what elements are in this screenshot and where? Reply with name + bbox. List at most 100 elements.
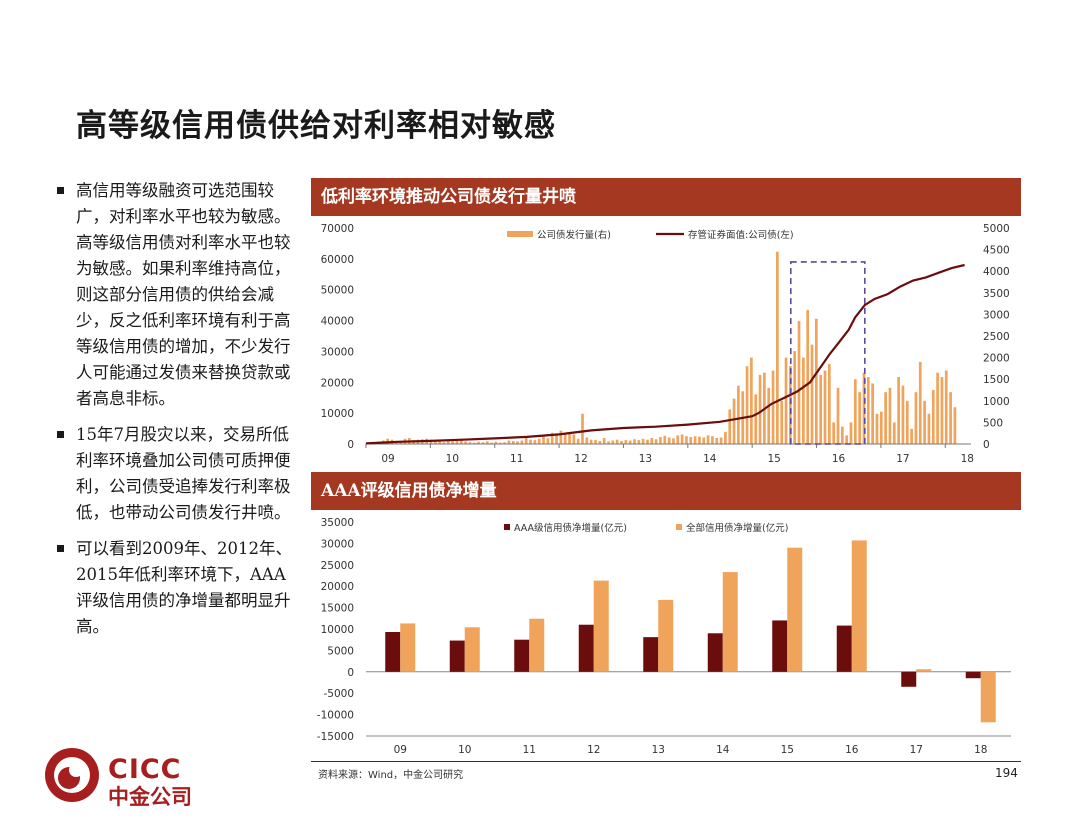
chart1-issuance-bar	[667, 437, 671, 444]
chart1-issuance-bar	[784, 357, 788, 444]
chart1-left-tick-label: 70000	[321, 223, 354, 235]
chart2-y-tick-label: 25000	[321, 560, 354, 572]
chart1-issuance-bar	[494, 441, 498, 444]
source-note: 资料来源：Wind，中金公司研究	[318, 770, 464, 781]
footer-divider	[311, 761, 1021, 762]
chart1-issuance-bar	[715, 437, 719, 444]
chart2-legend-swatch-all	[676, 524, 682, 530]
chart1-issuance-bar	[905, 400, 909, 444]
chart1-issuance-bar	[490, 442, 493, 444]
chart2-y-tick-label: -15000	[317, 731, 354, 743]
chart2-x-tick-label: 16	[845, 744, 859, 756]
chart1-issuance-bar	[793, 351, 797, 444]
chart1-issuance-bar	[771, 370, 775, 444]
chart1-issuance-bar	[485, 441, 489, 444]
logo-text-en: CICC	[108, 754, 182, 785]
chart1-issuance-bar	[888, 387, 892, 444]
chart1-issuance-bar	[923, 400, 926, 444]
chart1-issuance-bar	[832, 422, 836, 444]
chart1-issuance-bar	[602, 437, 606, 444]
chart1-issuance-bar	[520, 440, 524, 444]
chart1-issuance-bar	[529, 439, 532, 444]
chart1-issuance-bar	[576, 438, 580, 444]
chart1-issuance-bar	[797, 320, 801, 444]
chart2-all-bar	[658, 599, 674, 672]
chart1-issuance-bar	[862, 372, 866, 444]
chart1-issuance-bar	[706, 435, 710, 444]
chart1-issuance-bar	[767, 387, 771, 444]
chart1-right-tick-label: 4500	[983, 245, 1010, 257]
chart1-issuance-bar	[507, 440, 511, 444]
chart1-issuance-bar	[853, 379, 857, 444]
chart1-issuance-bar	[845, 435, 848, 444]
chart1-right-tick-label: 2000	[983, 353, 1010, 365]
chart1-issuance-bar	[949, 392, 952, 444]
chart1-issuance-bar	[750, 357, 753, 444]
chart1-issuance-bar	[698, 436, 701, 444]
cicc-logo-icon	[45, 748, 99, 802]
chart1-issuance-bar	[780, 400, 784, 444]
chart2-x-tick-label: 18	[974, 744, 987, 756]
chart1-issuance-bar	[611, 440, 615, 444]
chart1-issuance-bar	[637, 440, 641, 444]
chart1-issuance-svg: 0 10000 20000 30000 40000 50000 60000 70000 0 500…	[321, 223, 1010, 465]
chart2-x-tick-label: 09	[394, 744, 407, 756]
chart1-issuance-bar	[537, 438, 541, 444]
chart1-issuance-bar	[594, 440, 597, 444]
chart1-highlight-box	[789, 261, 866, 445]
chart2-all-bar	[851, 540, 867, 672]
chart2-aaa-bar	[578, 624, 594, 672]
chart1-issuance-bar	[724, 431, 727, 444]
page-number: 194	[995, 766, 1018, 780]
chart1-issuance-bar	[914, 392, 918, 444]
chart1-issuance-bar	[503, 442, 506, 444]
chart1-x-tick-label: 15	[767, 453, 780, 465]
chart1-issuance-bar	[568, 433, 571, 444]
chart2-x-tick-label: 14	[716, 744, 730, 756]
chart1-right-tick-label: 3000	[983, 309, 1010, 321]
chart2-y-tick-label: 10000	[321, 624, 354, 636]
chart1-issuance-bar	[789, 366, 792, 444]
chart1-issuance-bar	[511, 440, 515, 444]
chart1-issuance-bar	[589, 439, 593, 444]
chart1-issuance-bar	[815, 318, 818, 444]
chart1-issuance-bar	[754, 394, 758, 444]
chart2-aaa-bar	[707, 633, 723, 672]
chart2-x-tick-label: 11	[523, 744, 536, 756]
chart1-issuance-bar	[464, 441, 467, 444]
chart2-y-tick-label: -5000	[323, 688, 354, 700]
chart2-all-bar	[916, 669, 932, 672]
chart1-left-tick-label: 10000	[321, 408, 354, 420]
chart2-all-bar	[400, 623, 416, 672]
chart2-y-tick-label: -10000	[317, 710, 354, 722]
chart1-issuance-bar	[559, 430, 563, 444]
chart1-x-tick-label: 10	[446, 453, 459, 465]
chart1-issuance-bar	[901, 385, 905, 444]
chart1-issuance-bar	[823, 370, 827, 444]
chart1-issuance-bar	[953, 407, 957, 444]
chart1-issuance-bar	[399, 442, 402, 444]
chart1-issuance-bar	[468, 442, 472, 444]
chart2-all-bar	[722, 572, 738, 672]
chart1-left-tick-label: 20000	[321, 377, 354, 389]
chart2-aaa-net-svg: -15000 -10000 -5000 0 5000 10000 15000 20000 250…	[317, 517, 1011, 756]
chart1-issuance-bar	[944, 370, 948, 444]
chart2-y-tick-label: 30000	[321, 538, 354, 550]
chart1-right-tick-label: 1000	[983, 396, 1010, 408]
bullet-item: 可以看到2009年、2012年、2015年低利率环境下，AAA评级信用债的净增量…	[56, 536, 300, 640]
chart1-issuance-bar	[745, 366, 749, 444]
chart1-issuance-bar	[555, 435, 558, 444]
chart1-issuance-bar	[472, 442, 476, 444]
chart1-x-tick-label: 14	[703, 453, 717, 465]
chart1-issuance-bar	[676, 435, 680, 444]
chart1-right-tick-label: 4000	[983, 266, 1010, 278]
chart1-issuance-bar	[879, 411, 883, 444]
chart2-legend-label-all: 全部信用债净增量(亿元)	[686, 522, 788, 534]
chart1-issuance-bar	[663, 435, 667, 444]
chart1-issuance-bar	[875, 413, 879, 444]
chart2-y-tick-label: 5000	[327, 645, 354, 657]
page-title: 高等级信用债供给对利率相对敏感	[76, 108, 556, 144]
chart1-issuance-bar	[546, 438, 550, 444]
chart1-issuance-bar	[936, 372, 939, 444]
chart2-aaa-bar	[385, 631, 401, 672]
